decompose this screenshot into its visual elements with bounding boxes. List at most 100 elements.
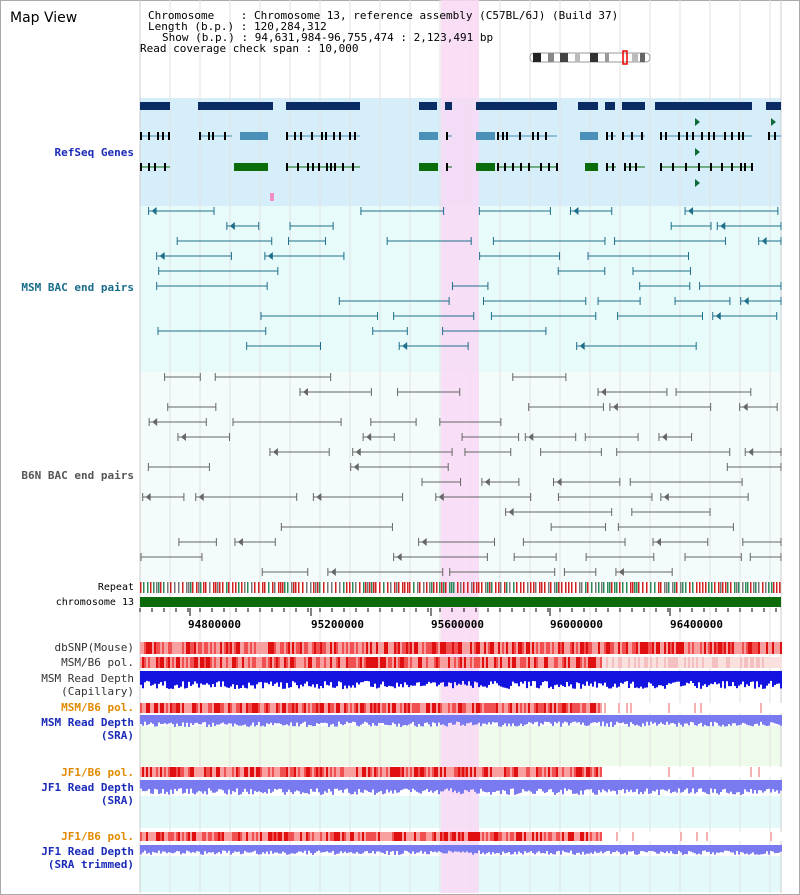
axis-tick-label-4: 96000000 <box>550 618 603 631</box>
depth-bar <box>260 671 262 683</box>
heat-cell <box>278 832 280 841</box>
depth-bar <box>254 780 256 791</box>
heat-cell <box>550 703 552 713</box>
depth-bar <box>360 845 362 854</box>
depth-bar <box>406 715 408 726</box>
heat-cell <box>572 832 574 841</box>
heat-cell <box>618 642 620 654</box>
depth-bar <box>344 671 346 686</box>
heat-cell <box>702 642 704 654</box>
depth-bar <box>204 780 206 792</box>
heat-cell <box>722 642 724 654</box>
depth-bar <box>354 780 356 792</box>
depth-bar <box>314 780 316 792</box>
heat-cell <box>690 832 692 841</box>
depth-bar <box>370 845 372 854</box>
heat-cell <box>422 642 424 654</box>
depth-bar <box>214 715 216 726</box>
heat-cell <box>768 703 770 713</box>
depth-bar <box>292 715 294 727</box>
repeat-element <box>147 582 149 593</box>
depth-bar <box>646 845 648 853</box>
b6n-bac-arrow <box>618 568 624 576</box>
heat-cell <box>706 767 708 777</box>
depth-bar <box>382 845 384 853</box>
depth-bar <box>760 715 762 722</box>
heat-cell <box>664 703 666 713</box>
heat-cell <box>422 703 424 713</box>
msm-bac-track[interactable] <box>148 207 782 350</box>
repeat-element <box>371 582 373 593</box>
heat-cell <box>550 767 552 777</box>
heat-cell <box>602 657 604 668</box>
heat-cell <box>222 703 224 713</box>
polymorphism-heat-tracks[interactable] <box>140 642 782 841</box>
heat-cell <box>380 642 382 654</box>
heat-cell <box>542 642 544 654</box>
heat-cell <box>712 767 714 777</box>
heat-cell <box>154 703 156 713</box>
heat-cell <box>386 657 388 668</box>
highlight-region[interactable] <box>441 0 479 893</box>
depth-bar <box>246 715 248 727</box>
heat-cell <box>556 703 558 713</box>
gene-row2-exon <box>224 132 226 140</box>
depth-bar <box>586 780 588 790</box>
repeat-element <box>343 582 345 593</box>
chromosome-ideogram[interactable] <box>529 50 651 65</box>
depth-bar <box>390 845 392 852</box>
heat-cell <box>368 642 370 654</box>
depth-bar <box>578 845 580 853</box>
heat-cell <box>518 832 520 841</box>
heat-cell <box>380 767 382 777</box>
depth-bar <box>744 780 746 790</box>
heat-cell <box>620 703 622 713</box>
depth-bar <box>198 845 200 852</box>
depth-bar <box>180 715 182 727</box>
heat-cell <box>408 657 410 668</box>
depth-bar <box>250 671 252 686</box>
depth-bar <box>216 715 218 725</box>
depth-bar <box>414 715 416 726</box>
depth-bar <box>392 780 394 794</box>
heat-cell <box>230 703 232 713</box>
gene-row2-exon <box>631 132 633 140</box>
b6n-bac-track[interactable] <box>140 373 782 576</box>
heat-cell <box>748 657 750 668</box>
heat-cell <box>722 832 724 841</box>
heat-cell <box>276 767 278 777</box>
refseq-gene-track[interactable] <box>140 102 781 201</box>
heat-cell <box>264 657 266 668</box>
heat-cell <box>504 703 506 713</box>
read-depth-tracks[interactable] <box>140 671 782 855</box>
depth-bar <box>174 671 176 686</box>
gene-row3-exon <box>585 163 598 171</box>
repeat-element <box>287 582 289 593</box>
heat-cell <box>240 703 242 713</box>
gene-row3-exon <box>740 163 742 171</box>
chromosome-bar[interactable] <box>139 597 781 616</box>
depth-bar <box>624 715 626 725</box>
depth-bar <box>336 715 338 727</box>
heat-cell <box>568 703 570 713</box>
depth-bar <box>246 671 248 689</box>
depth-bar <box>318 780 320 793</box>
depth-bar <box>520 780 522 793</box>
heat-cell <box>416 767 418 777</box>
depth-bar <box>364 845 366 852</box>
heat-cell <box>382 703 384 713</box>
depth-bar <box>492 780 494 793</box>
depth-bar <box>736 671 738 689</box>
depth-bar <box>716 780 718 794</box>
heat-cell <box>550 642 552 654</box>
depth-bar <box>774 715 776 724</box>
depth-bar <box>198 671 200 688</box>
depth-bar <box>702 845 704 851</box>
heat-cell <box>388 642 390 654</box>
repeat-track[interactable] <box>140 582 781 593</box>
heat-cell <box>314 832 316 841</box>
depth-bar <box>320 715 322 723</box>
heat-cell <box>168 703 170 713</box>
heat-cell <box>462 657 464 668</box>
